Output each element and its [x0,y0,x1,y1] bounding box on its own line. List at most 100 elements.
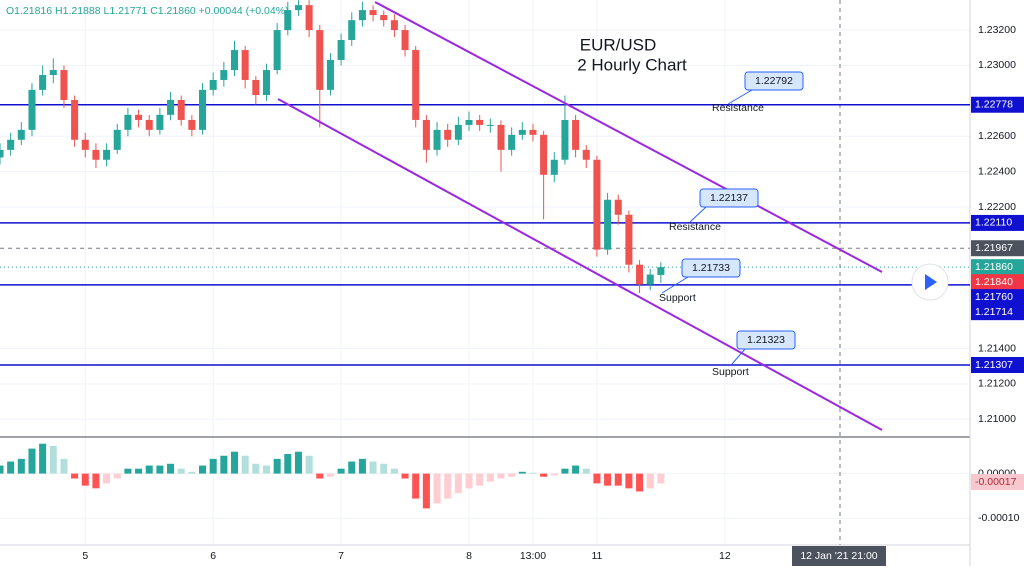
macd-bar [369,461,377,474]
candle-body [476,119,484,125]
ohlc-legend: O1.21816 H1.21888 L1.21771 C1.21860 +0.0… [6,5,289,17]
x-tick-label: 13:00 [520,550,546,562]
macd-bar [188,471,196,474]
macd-bar [465,473,473,489]
macd-bar [49,445,57,474]
macd-bar [604,473,612,486]
candle-body [614,199,622,215]
macd-bar [476,473,484,486]
candle-body [145,119,153,130]
candle-body [380,15,388,21]
play-icon [925,274,937,290]
callout-pointer [731,348,746,365]
crosshair-time-label: 12 Jan '21 21:00 [800,550,877,562]
macd-bar [337,468,345,474]
macd-bar [508,473,516,477]
macd-bar [230,451,239,474]
price-tag-label: 1.22778 [975,99,1013,111]
macd-bar [156,465,164,474]
candle-body [124,114,132,130]
macd-bar [135,468,143,474]
macd-bar [262,465,271,474]
macd [0,443,665,509]
macd-bar [60,458,68,474]
y-tick-label: 1.22600 [978,130,1016,142]
macd-bar [145,465,153,474]
macd-bar [81,473,89,486]
price-tag [971,214,1024,231]
price-tag [971,289,1024,306]
macd-bar [220,455,228,474]
candle-body [273,30,281,71]
candle-body [636,264,644,285]
candle-body [81,139,89,150]
candle-body [518,129,526,135]
macd-bar [92,473,100,489]
price-tag-label: 1.21967 [975,242,1013,254]
x-tick-label: 6 [210,550,216,562]
price-tag [971,304,1024,321]
candle-body [252,79,260,96]
x-tick-label: 11 [591,550,602,562]
channel-upper [374,1,883,273]
callout-note: Support [712,366,749,378]
macd-bar [657,473,665,484]
macd-bar [103,473,111,484]
candle-body [167,99,175,115]
y-tick-label: 1.21000 [978,413,1016,425]
callout-label: 1.21733 [692,262,730,274]
candle-body [657,267,665,275]
channel-lower [277,98,883,431]
macd-bar [241,455,249,474]
candle-body [0,149,4,158]
callout: 1.22792 Resistance [712,71,804,114]
macd-bar [71,473,79,479]
price-tag-label: 1.21760 [975,291,1013,303]
candle-body [49,70,57,76]
macd-bar [433,473,441,504]
macd-bar [113,473,121,479]
x-tick-label: 5 [82,550,88,562]
candle-body [358,10,366,21]
candle-body [294,5,302,11]
macd-bar [252,463,260,474]
macd-bar [593,473,601,484]
candle-body [262,70,271,96]
macd-bar [582,468,590,474]
candle-body [465,119,473,125]
macd-bar [28,448,36,474]
candle-body [348,20,356,40]
macd-bar [326,473,334,477]
macd-bar [614,473,622,486]
macd-bar [486,473,494,482]
grid [0,0,970,545]
macd-bar [412,473,420,499]
macd-bar [390,468,398,474]
y-tick-label: 1.23200 [978,24,1016,36]
candle-body [220,70,228,80]
candle-body [199,89,207,130]
candle-body [433,129,441,150]
macd-bar [561,468,569,474]
macd-bar [0,465,4,474]
axis: 1.23200 1.23000 1.22600 1.22400 1.22200 1.214… [82,24,1024,562]
candle-body [412,50,420,120]
macd-bar [646,473,654,489]
price-tag-label: 1.22110 [975,217,1012,229]
candle-body [486,124,494,126]
macd-bar [294,451,302,474]
macd-bar [572,465,580,474]
candle-body [71,99,79,140]
macd-bar [17,458,25,474]
y-tick-label: 1.22400 [978,165,1016,177]
callout: 1.21733 Support [659,258,741,304]
candle-body [92,149,100,160]
price-tag [971,259,1024,276]
macd-bar [625,473,633,489]
candles [0,0,665,293]
macd-tag-label: -0.00017 [975,476,1017,488]
callout-pointer [689,206,707,223]
callout-label: 1.21323 [747,334,785,346]
macd-bar [401,473,409,479]
macd-bar [124,468,132,474]
